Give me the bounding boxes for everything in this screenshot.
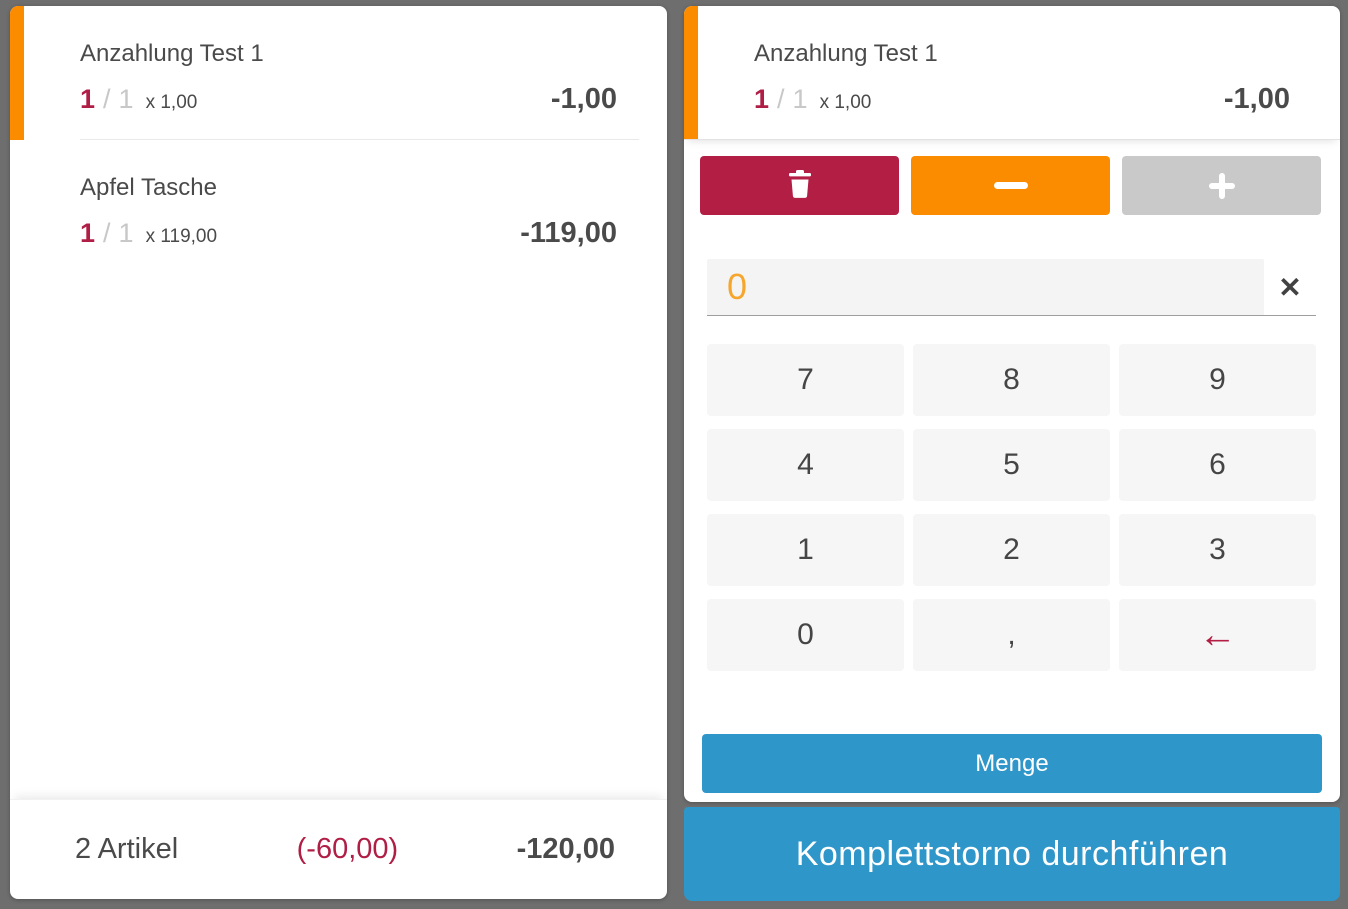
selected-item-header: Anzahlung Test 1 1 / 1 x 1,00 -1,00: [684, 6, 1340, 140]
quantity-total: 1: [118, 218, 134, 248]
quantity-total: 1: [792, 84, 808, 114]
unit-price: x 1,00: [145, 92, 198, 113]
item-quantity-row: 1 / 1 x 1,00 -1,00: [754, 83, 1290, 116]
keypad-key-1[interactable]: 1: [707, 514, 904, 586]
quantity-current: 1: [80, 218, 96, 248]
quantity-separator: /: [103, 218, 111, 248]
quantity-input-row: ✕: [707, 259, 1316, 316]
article-count: 2 Artikel: [75, 833, 179, 865]
item-actions-row: [700, 156, 1321, 215]
keypad-key-2[interactable]: 2: [913, 514, 1110, 586]
quantity-current: 1: [754, 84, 770, 114]
clear-input-button[interactable]: ✕: [1264, 259, 1316, 315]
line-total: -1,00: [1223, 83, 1290, 115]
receipt-panel: Anzahlung Test 1 1 / 1 x 1,00 -1,00 Apfe…: [10, 6, 667, 899]
item-quantity-row: 1 / 1 x 119,00 -119,00: [80, 217, 617, 250]
keypad-key-5[interactable]: 5: [913, 429, 1110, 501]
line-total: -119,00: [520, 217, 617, 249]
quantity-current: 1: [80, 84, 96, 114]
item-quantity: 1 / 1 x 1,00: [80, 84, 197, 115]
discount-amount: (-60,00): [296, 833, 399, 865]
quantity-separator: /: [103, 84, 111, 114]
increase-quantity-button[interactable]: [1122, 156, 1321, 215]
keypad-key-9[interactable]: 9: [1119, 344, 1316, 416]
unit-price: x 119,00: [145, 226, 218, 247]
keypad-key-6[interactable]: 6: [1119, 429, 1316, 501]
receipt-item-apfel-tasche[interactable]: Apfel Tasche 1 / 1 x 119,00 -119,00: [10, 140, 667, 274]
receipt-summary-footer: 2 Artikel (-60,00) -120,00: [10, 799, 667, 899]
item-name: Anzahlung Test 1: [754, 40, 938, 67]
quantity-total: 1: [118, 84, 134, 114]
minus-icon: [993, 182, 1028, 189]
keypad-key-4[interactable]: 4: [707, 429, 904, 501]
item-name: Anzahlung Test 1: [80, 40, 264, 67]
delete-item-button[interactable]: [700, 156, 899, 215]
item-detail-panel: Anzahlung Test 1 1 / 1 x 1,00 -1,00: [684, 6, 1340, 802]
backspace-icon[interactable]: ←: [1119, 599, 1316, 671]
line-total: -1,00: [550, 83, 617, 115]
numeric-keypad: 7 8 9 4 5 6 1 2 3 0 , ←: [707, 344, 1316, 671]
quantity-separator: /: [777, 84, 785, 114]
plus-icon: [1208, 172, 1235, 199]
item-quantity: 1 / 1 x 119,00: [80, 218, 217, 249]
close-icon: ✕: [1278, 271, 1302, 303]
keypad-key-8[interactable]: 8: [913, 344, 1110, 416]
quantity-input[interactable]: [707, 259, 1264, 315]
item-quantity-row: 1 / 1 x 1,00 -1,00: [80, 83, 617, 116]
receipt-total: -120,00: [516, 833, 615, 865]
item-name: Apfel Tasche: [80, 174, 217, 201]
komplettstorno-button[interactable]: Komplettstorno durchführen: [684, 807, 1340, 901]
receipt-item-anzahlung[interactable]: Anzahlung Test 1 1 / 1 x 1,00 -1,00: [10, 6, 667, 140]
keypad-key-0[interactable]: 0: [707, 599, 904, 671]
decrease-quantity-button[interactable]: [911, 156, 1110, 215]
unit-price: x 1,00: [819, 92, 872, 113]
keypad-key-3[interactable]: 3: [1119, 514, 1316, 586]
menge-button[interactable]: Menge: [702, 734, 1322, 793]
receipt-items-list: Anzahlung Test 1 1 / 1 x 1,00 -1,00 Apfe…: [10, 6, 667, 799]
keypad-key-comma[interactable]: ,: [913, 599, 1110, 671]
item-quantity: 1 / 1 x 1,00: [754, 84, 871, 115]
keypad-key-7[interactable]: 7: [707, 344, 904, 416]
trash-icon: [787, 169, 813, 202]
